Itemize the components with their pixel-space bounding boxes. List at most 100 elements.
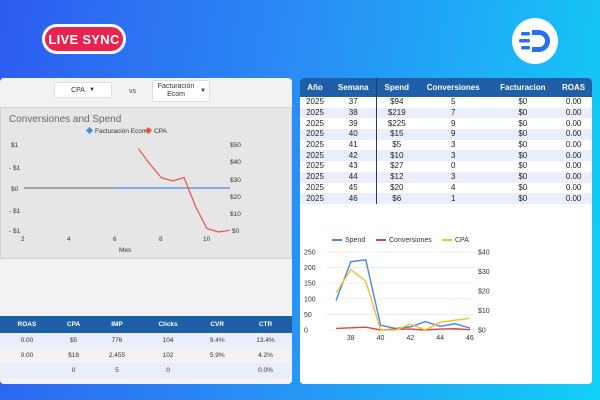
y-right-tick: $10 — [230, 211, 241, 218]
cell: 0.00 — [555, 193, 592, 204]
cell: 2025 — [306, 97, 324, 107]
cell: 37 — [330, 97, 378, 108]
x-tick: 44 — [436, 335, 444, 342]
cell: $0 — [490, 150, 556, 162]
cell: 0.00 — [555, 171, 592, 183]
chevron-down-icon: ▼ — [200, 88, 206, 94]
y-left-tick: 0 — [304, 328, 308, 335]
cell: 4.2% — [258, 352, 273, 359]
table-row: 2025 38 $219 7 $0 0.00 — [300, 107, 592, 119]
x-tick: 42 — [406, 335, 414, 342]
cell: 9 — [416, 129, 491, 140]
weekly-line-chart: Spend Conversiones CPA 250 200 150 100 50 0 $4… — [300, 228, 592, 384]
table-row: 0.00 $18 2,455 102 5.9% 4.2% — [0, 348, 292, 363]
vs-label: vs — [129, 88, 136, 95]
cell: 44 — [330, 171, 378, 183]
legend-facturacion-label: Facturación Ecom — [95, 128, 147, 135]
cell: $94 — [390, 97, 404, 107]
weekly-table: Año Semana Spend Conversiones Facturacio… — [300, 78, 592, 204]
cell: $225 — [387, 118, 406, 128]
col-header: Spend — [376, 78, 417, 97]
cell: $0 — [518, 118, 528, 128]
cell: $12 — [376, 171, 417, 183]
cell: 0.00 — [565, 97, 582, 107]
col-header: Año — [300, 78, 331, 97]
cell: $0 — [490, 193, 556, 204]
table-row: 2025 46 $6 1 $0 0.00 — [300, 193, 592, 204]
x-tick: 40 — [377, 335, 385, 342]
cell: 2025 — [306, 118, 324, 128]
cell: $27 — [390, 161, 404, 171]
cell: 0.00 — [565, 182, 582, 192]
metric-right-value: Facturación Ecom — [157, 83, 195, 98]
y-left-tick: - $1 — [9, 165, 21, 172]
x-tick: 46 — [466, 335, 474, 342]
legend-cpa-icon — [144, 126, 153, 135]
y-right-tick: $40 — [478, 250, 490, 257]
spend-series-line — [335, 259, 471, 330]
cell: 42 — [330, 150, 378, 162]
table-row: 2025 37 $94 5 $0 0.00 — [300, 97, 592, 108]
y-left-tick: $1 — [11, 142, 19, 149]
legend-conversiones-label: Conversiones — [389, 237, 432, 244]
cell: $0 — [490, 107, 556, 119]
cell: 5 — [450, 97, 456, 107]
cell: $0 — [518, 182, 528, 192]
table-row: 2025 41 $5 3 $0 0.00 — [300, 139, 592, 151]
x-tick: 8 — [159, 236, 163, 243]
y-right-tick: $30 — [478, 269, 490, 276]
cell: 7 — [416, 107, 491, 119]
y-left-tick: $0 — [11, 186, 19, 193]
left-panel: CPA ▼ vs Facturación Ecom ▼ Conversiones a… — [0, 78, 292, 384]
cell: 2025 — [300, 150, 331, 162]
cell: $0 — [518, 140, 528, 150]
cell: 5 — [93, 363, 141, 378]
col-header: Semana — [330, 78, 378, 97]
conversions-spend-chart: Conversiones and Spend Facturación Ecom … — [0, 107, 292, 259]
cell: 1 — [416, 193, 491, 204]
legend-facturacion-icon — [85, 126, 94, 135]
col-header: ROAS — [0, 316, 54, 333]
table-row: 2025 43 $27 0 $0 0.00 — [300, 161, 592, 172]
cell: 3 — [416, 171, 491, 183]
cell: 2025 — [300, 107, 331, 119]
legend-cpa-label: CPA — [154, 128, 168, 135]
y-right-tick: $50 — [230, 142, 241, 149]
cell: 3 — [450, 140, 456, 150]
cpa-series-line — [137, 148, 230, 233]
col-header: ROAS — [555, 78, 592, 97]
y-left-tick: 50 — [304, 312, 312, 319]
col-header: Facturacion — [490, 78, 556, 97]
cell: 2025 — [300, 171, 331, 183]
cell: 2025 — [306, 182, 324, 192]
cell: 0.00 — [20, 352, 34, 359]
conversiones-series-line — [335, 326, 471, 331]
y-left-tick: 250 — [304, 250, 316, 257]
y-right-tick: $0 — [478, 328, 486, 335]
cell: 0 — [53, 363, 94, 378]
cell: 2025 — [300, 193, 331, 204]
table-row: 2025 45 $20 4 $0 0.00 — [300, 182, 592, 194]
legend-cpa-label: CPA — [455, 237, 469, 244]
cell: $20 — [390, 182, 404, 192]
cell: 4 — [450, 182, 456, 192]
chart-title: Conversiones and Spend — [9, 114, 122, 125]
x-tick: 10 — [203, 236, 211, 243]
y-right-tick: $10 — [478, 308, 490, 315]
table-row: 2025 39 $225 9 $0 0.00 — [300, 118, 592, 130]
cell: $10 — [376, 150, 417, 162]
table-row: 0 5 0 0.0% — [0, 363, 292, 378]
x-tick: 6 — [113, 236, 117, 243]
col-header: IMP — [93, 316, 141, 333]
brand-logo-icon — [512, 18, 558, 64]
metric-left-dropdown[interactable]: CPA ▼ — [54, 82, 112, 98]
cell: 9.4% — [195, 333, 240, 348]
cell: 46 — [330, 193, 378, 204]
x-tick: 4 — [67, 236, 71, 243]
cell: $0 — [490, 171, 556, 183]
y-left-tick: 100 — [304, 296, 316, 303]
metric-right-dropdown[interactable]: Facturación Ecom ▼ — [152, 80, 210, 102]
left-metrics-table: ROAS CPA IMP Clicks CVR CTR 0.00 $5 776 104… — [0, 316, 292, 378]
cell: 40 — [330, 129, 378, 140]
cell: 3 — [416, 150, 491, 162]
